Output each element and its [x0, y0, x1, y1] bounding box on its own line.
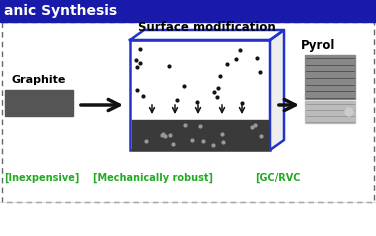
Bar	[305, 55, 355, 99]
Text: [GC/RVC: [GC/RVC	[255, 173, 301, 183]
Bar	[5, 90, 73, 116]
Bar	[132, 120, 268, 150]
Text: [Mechanically robust]: [Mechanically robust]	[93, 173, 213, 183]
Text: anic Synthesis: anic Synthesis	[4, 4, 117, 18]
Text: Graphite: Graphite	[12, 75, 66, 85]
Text: [Inexpensive]: [Inexpensive]	[4, 173, 80, 183]
Text: Surface modification: Surface modification	[138, 21, 276, 34]
Bar	[130, 40, 270, 150]
Polygon shape	[270, 30, 284, 150]
Bar	[2, 22, 374, 202]
Polygon shape	[130, 30, 284, 40]
Text: Pyrol: Pyrol	[301, 39, 335, 52]
Bar	[305, 101, 355, 123]
Circle shape	[345, 108, 353, 116]
Bar	[0, 0, 376, 22]
